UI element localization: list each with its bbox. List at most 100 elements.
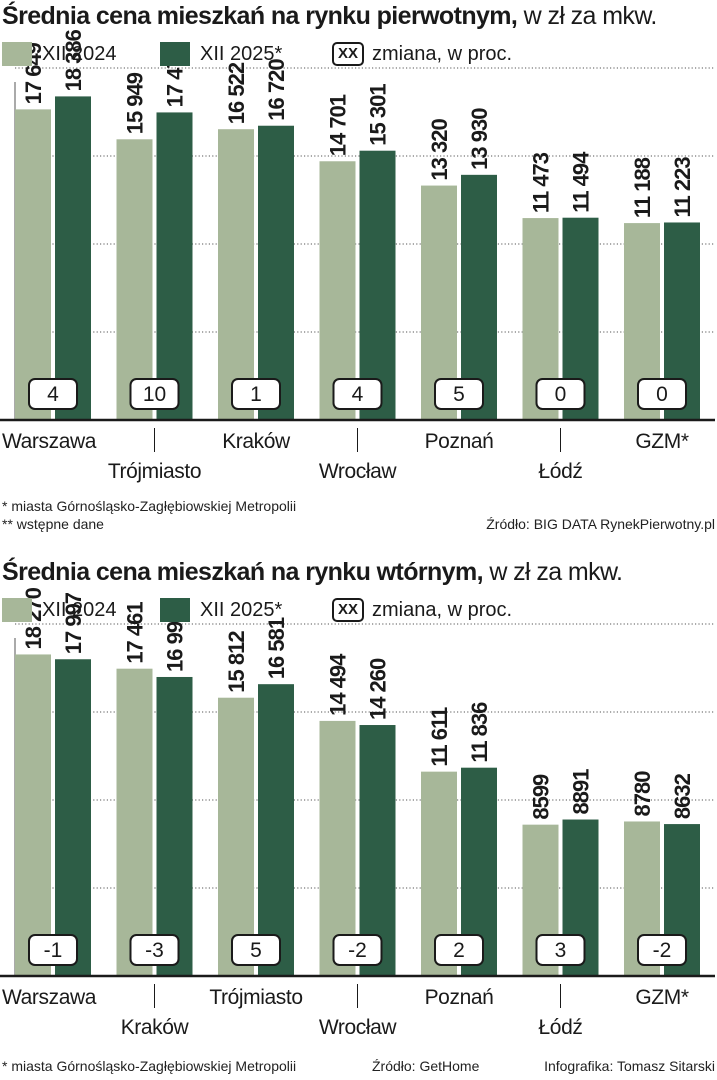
bar-wroclaw-2025: [359, 150, 396, 420]
change-box-wroclaw: [332, 934, 383, 966]
chart-title: Średnia cena mieszkań na rynku pierwotny…: [2, 2, 657, 31]
category-label-wroclaw: Wrocław: [319, 1016, 398, 1039]
credit-note: Infografika: Tomasz Sitarski: [544, 1058, 715, 1074]
change-value-lodz: 3: [555, 939, 567, 962]
change-value-krakow: 1: [250, 383, 262, 406]
value-label-trojmiasto-2024: 15 949: [123, 72, 148, 134]
bar-warszawa-2024: [15, 654, 51, 976]
category-label-gzm: GZM*: [635, 986, 688, 1009]
bar-wroclaw-2024: [319, 161, 356, 421]
value-label-gzm-2025: 8632: [670, 773, 695, 819]
category-label-trojmiasto: Trójmiasto: [108, 460, 201, 483]
change-value-gzm: -2: [653, 939, 672, 962]
change-value-lodz: 0: [555, 383, 567, 406]
category-label-lodz: Łódź: [539, 460, 583, 483]
value-label-poznan-2025: 13 930: [467, 108, 492, 170]
category-label-warszawa: Warszawa: [2, 430, 97, 453]
chart-title: Średnia cena mieszkań na rynku wtórnym, …: [2, 558, 623, 587]
value-label-gzm-2024: 11 188: [630, 157, 655, 218]
change-box-warszawa: [28, 378, 78, 410]
value-label-wroclaw-2025: 14 260: [366, 658, 391, 720]
value-label-krakow-2025: 16 720: [264, 59, 289, 121]
change-box-poznan: [434, 934, 484, 966]
category-label-krakow: Kraków: [222, 430, 291, 453]
change-value-warszawa: 4: [47, 383, 59, 406]
legend-item-old: XII 2024: [2, 598, 117, 622]
category-label-lodz: Łódź: [539, 1016, 583, 1039]
legend-item-new: XII 2025*: [160, 42, 282, 66]
value-label-poznan-2025: 11 836: [467, 702, 492, 763]
change-box-krakow: [231, 378, 281, 410]
category-label-trojmiasto: Trójmiasto: [209, 986, 302, 1009]
value-label-lodz-2025: 11 494: [569, 151, 594, 213]
category-label-warszawa: Warszawa: [2, 986, 97, 1009]
value-label-lodz-2025: 8891: [569, 769, 594, 815]
change-value-trojmiasto: 5: [250, 939, 262, 962]
bar-trojmiasto-2024: [116, 139, 153, 420]
category-label-poznan: Poznań: [425, 986, 494, 1009]
footnote-gzm: * miasta Górnośląsko-Zagłębiowskiej Metr…: [2, 1058, 297, 1074]
value-label-warszawa-2025: 17 997: [61, 592, 86, 654]
bar-warszawa-2025: [55, 96, 91, 420]
bar-trojmiasto-2024: [218, 697, 254, 976]
legend-label-new: XII 2025*: [200, 598, 283, 621]
change-value-warszawa: -1: [44, 939, 63, 962]
value-label-trojmiasto-2024: 15 812: [224, 631, 249, 693]
legend-change-label: zmiana, w proc.: [372, 42, 513, 65]
bar-warszawa-2025: [55, 659, 91, 976]
value-label-krakow-2024: 16 522: [224, 62, 249, 124]
change-value-gzm: 0: [656, 383, 668, 406]
value-label-gzm-2025: 11 223: [670, 157, 695, 218]
legend-change-box: XX: [332, 42, 365, 66]
footnote-gzm: * miasta Górnośląsko-Zagłębiowskiej Metr…: [2, 498, 297, 514]
chart-title-main: Średnia cena mieszkań na rynku pierwotny…: [2, 2, 518, 30]
bar-trojmiasto-2025: [156, 112, 193, 421]
bar-krakow-2025: [258, 125, 294, 420]
value-label-gzm-2024: 8780: [630, 771, 655, 817]
source-note: Źródło: BIG DATA RynekPierwotny.pl: [486, 516, 715, 532]
bar-krakow-2024: [218, 129, 254, 420]
secondary-market-chart: 18 270 17 997 -1 Warszawa 17 461 16 990 -3 Krak…: [0, 556, 717, 1080]
change-box-lodz: [535, 378, 586, 410]
category-label-krakow: Kraków: [121, 1016, 190, 1039]
bar-trojmiasto-2025: [258, 684, 294, 976]
legend-item-change: XX zmiana, w proc.: [332, 598, 512, 622]
value-label-trojmiasto-2025: 16 581: [264, 617, 289, 679]
value-label-krakow-2024: 17 461: [123, 602, 148, 664]
value-label-wroclaw-2025: 15 301: [366, 84, 391, 146]
footnote-preliminary: ** wstępne dane: [2, 516, 104, 532]
change-box-warszawa: [28, 934, 78, 966]
change-box-gzm: [637, 934, 687, 966]
value-label-lodz-2024: 8599: [529, 774, 554, 820]
chart-title-unit: w zł za mkw.: [523, 2, 658, 30]
legend-label-old: XII 2024: [42, 42, 117, 65]
category-label-wroclaw: Wrocław: [319, 460, 398, 483]
change-value-wroclaw: -2: [348, 939, 367, 962]
chart-title-unit: w zł za mkw.: [489, 558, 623, 586]
change-box-krakow: [129, 934, 180, 966]
change-box-trojmiasto: [231, 934, 281, 966]
value-label-wroclaw-2024: 14 701: [326, 94, 351, 156]
source-note: Źródło: GetHome: [372, 1058, 480, 1074]
value-label-poznan-2024: 11 611: [427, 707, 452, 767]
legend-swatch-new: [160, 598, 190, 622]
change-value-trojmiasto: 10: [143, 383, 166, 406]
legend-item-change: XX zmiana, w proc.: [332, 42, 512, 66]
primary-market-chart: 17 649 18 386 4 Warszawa 15 949 17 476 10 Trójm…: [0, 2, 715, 532]
legend-label-new: XII 2025*: [200, 42, 283, 65]
legend-item-old: XII 2024: [2, 42, 117, 66]
change-value-krakow: -3: [145, 939, 164, 962]
legend-item-new: XII 2025*: [160, 598, 282, 622]
value-label-poznan-2024: 13 320: [427, 119, 452, 181]
change-box-gzm: [637, 378, 687, 410]
legend-swatch-old: [2, 598, 32, 622]
change-box-wroclaw: [332, 378, 383, 410]
category-label-poznan: Poznań: [425, 430, 494, 453]
value-label-warszawa-2025: 18 386: [61, 29, 86, 91]
legend-change-label: zmiana, w proc.: [372, 598, 513, 621]
change-box-lodz: [535, 934, 586, 966]
change-box-trojmiasto: [129, 378, 180, 410]
legend-swatch-old: [2, 42, 32, 66]
bar-warszawa-2024: [15, 109, 51, 421]
